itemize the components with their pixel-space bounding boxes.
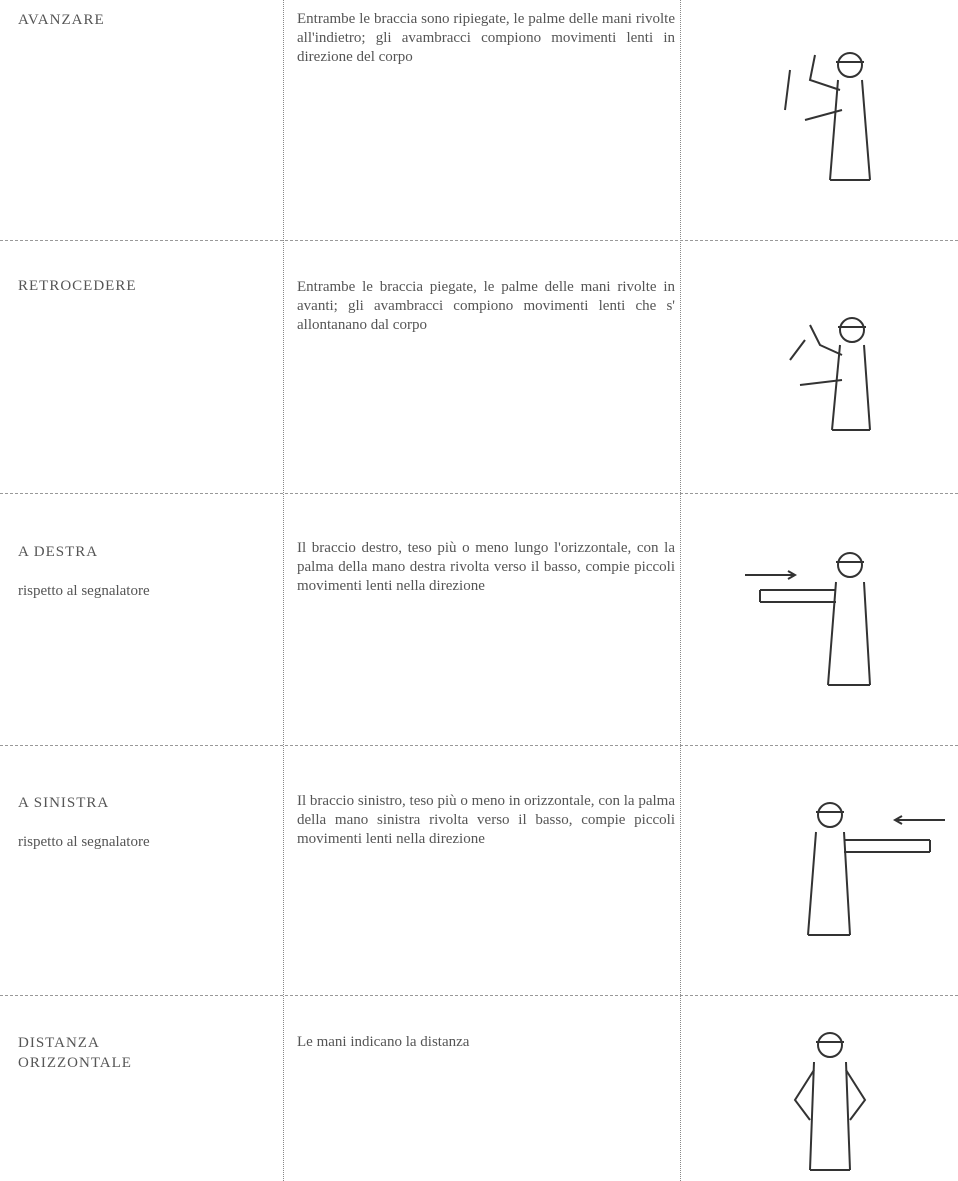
- signal-note: rispetto al segnalatore: [18, 583, 150, 599]
- signal-label: A SINISTRA: [18, 795, 110, 811]
- signal-figure: [784, 52, 871, 181]
- signal-label: A DESTRA: [18, 544, 99, 560]
- signal-figure: [807, 802, 945, 936]
- column-divider: [680, 0, 681, 1181]
- row-divider: [0, 240, 958, 241]
- row-divider: [0, 493, 958, 494]
- signal-description: Il braccio sinistro, teso più o meno in …: [297, 793, 675, 847]
- signal-description: Le mani indicano la distanza: [297, 1034, 470, 1050]
- signal-description: Entrambe le braccia piegate, le palme de…: [297, 279, 675, 333]
- signal-figure: [745, 552, 871, 686]
- signal-description: Il braccio destro, teso più o meno lungo…: [297, 540, 675, 594]
- signal-label: DISTANZA: [18, 1035, 100, 1051]
- signal-label: AVANZARE: [18, 12, 105, 28]
- signal-note: rispetto al segnalatore: [18, 834, 150, 850]
- row-divider: [0, 995, 958, 996]
- signal-label: ORIZZONTALE: [18, 1055, 132, 1071]
- row-divider: [0, 745, 958, 746]
- signal-figure: [789, 317, 871, 431]
- column-divider: [283, 0, 284, 1181]
- signal-label: RETROCEDERE: [18, 278, 137, 294]
- signal-description: Entrambe le braccia sono ripiegate, le p…: [297, 11, 675, 65]
- signal-figure: [793, 1032, 867, 1171]
